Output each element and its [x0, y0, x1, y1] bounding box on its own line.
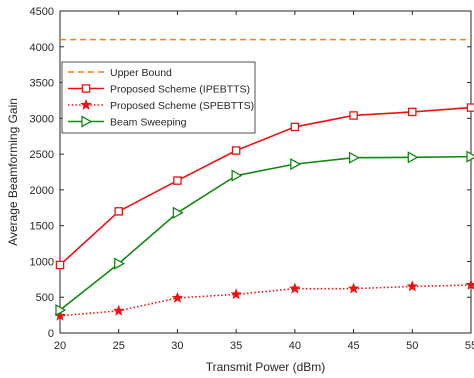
x-axis-label: Transmit Power (dBm) [206, 360, 326, 374]
data-point [465, 278, 474, 291]
x-tick-label: 30 [171, 340, 183, 352]
legend: Upper Bound Proposed Scheme (IPEBTTS) Prop… [61, 61, 256, 134]
y-tick-label: 500 [36, 292, 54, 304]
data-point [407, 151, 419, 164]
data-point [55, 303, 67, 317]
series-line [59, 284, 472, 317]
data-point [408, 107, 417, 117]
legend-entry: Proposed Scheme (IPEBTTS) [68, 84, 250, 96]
y-tick-label: 2500 [30, 149, 54, 161]
data-point [406, 280, 419, 292]
y-tick-label: 4000 [30, 42, 54, 54]
y-tick-label: 3000 [30, 113, 54, 125]
x-axis: 20 25 30 35 40 45 50 55 [54, 11, 474, 352]
x-tick-label: 35 [230, 340, 242, 352]
legend-marker [81, 115, 93, 128]
data-point [230, 288, 243, 300]
x-tick-label: 50 [406, 340, 418, 352]
data-point [290, 158, 302, 171]
data-point [171, 291, 184, 303]
y-tick-label: 0 [48, 328, 54, 340]
legend-label: Upper Bound [110, 67, 172, 79]
series-layer [54, 38, 474, 321]
y-tick-label: 1000 [30, 256, 54, 268]
data-point [172, 206, 184, 219]
data-point [290, 122, 300, 132]
y-tick-label: 2000 [30, 185, 54, 197]
series-beam-sweeping [55, 150, 474, 317]
series-proposed-scheme-ipebtts [55, 103, 474, 270]
legend-entry: Proposed Scheme (SPEBTTS) [68, 98, 254, 112]
data-point [349, 111, 358, 120]
legend-entry: Upper Bound [68, 67, 172, 79]
y-tick-label: 3500 [30, 78, 54, 90]
data-point [114, 257, 126, 270]
x-tick-label: 25 [113, 340, 125, 352]
legend-marker [80, 98, 92, 111]
y-axis-label: Average Beamforming Gain [6, 98, 20, 246]
y-tick-label: 4500 [30, 6, 54, 18]
x-tick-label: 55 [465, 340, 474, 352]
y-tick-label: 1500 [30, 221, 54, 233]
data-point [466, 150, 474, 163]
data-point [114, 207, 123, 216]
data-point [347, 282, 360, 294]
series-line [59, 155, 472, 311]
x-tick-label: 45 [347, 340, 359, 352]
data-point [231, 146, 241, 155]
y-axis: 0 500 1000 1500 2000 2500 3000 3500 4000 4500 [30, 6, 471, 340]
data-point [348, 151, 360, 164]
data-point [288, 282, 301, 294]
legend-label: Proposed Scheme (SPEBTTS) [110, 100, 254, 112]
series-line [59, 106, 472, 266]
data-point [231, 169, 243, 182]
data-point [55, 260, 65, 270]
legend-label: Proposed Scheme (IPEBTTS) [110, 84, 250, 96]
legend-marker [81, 84, 91, 93]
data-point [173, 176, 182, 185]
legend-label: Beam Sweeping [110, 117, 187, 129]
data-point [466, 103, 474, 112]
x-tick-label: 40 [289, 340, 301, 352]
data-point [112, 304, 125, 316]
legend-entry: Beam Sweeping [68, 115, 187, 129]
x-tick-label: 20 [54, 340, 66, 352]
